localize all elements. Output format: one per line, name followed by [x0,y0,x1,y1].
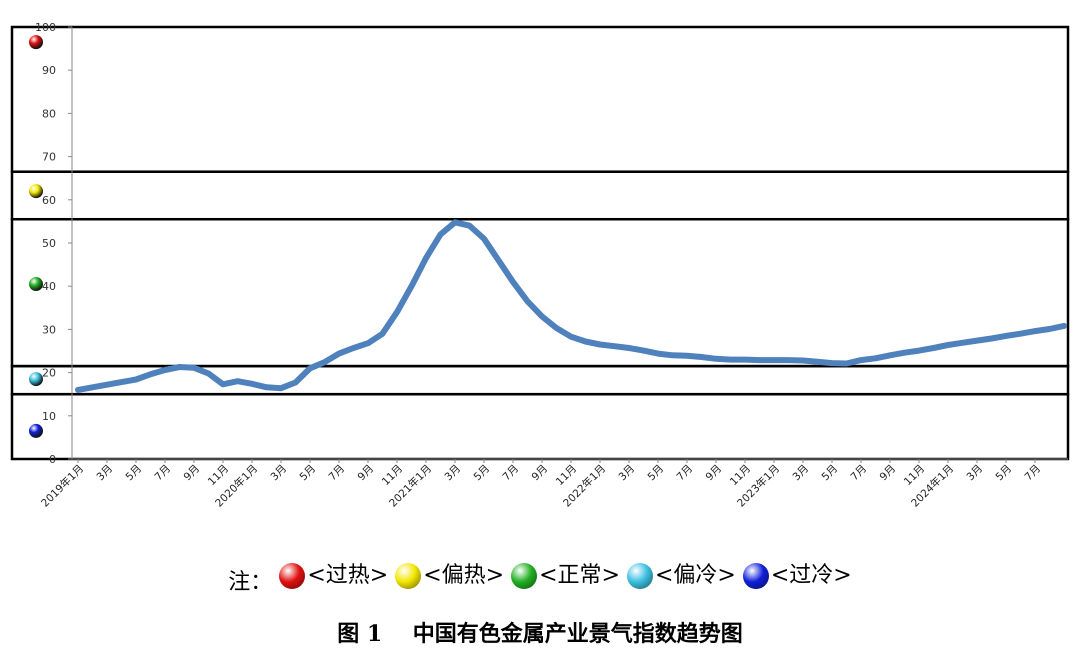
series-line [75,219,1067,393]
x-tick-label: 5月 [819,463,840,484]
x-tick-label: 3月 [964,463,985,484]
y-tick-label: 60 [42,194,56,207]
x-tick-label: 9月 [529,463,550,484]
legend-item-cool: <偏冷> [626,558,736,594]
y-tick-label: 40 [42,280,56,293]
x-tick-label: 2019年1月 [38,462,86,510]
x-tick-label: 3月 [616,463,637,484]
x-tick-label: 3月 [790,463,811,484]
legend-item-normal: <正常> [511,558,620,594]
blue-ball-icon [742,563,769,589]
x-tick-label: 7月 [152,463,173,484]
y-tick-labels: 0 10 20 30 40 50 60 70 80 90 100 [35,21,56,466]
yellow-ball-icon [395,563,422,589]
x-tick-label: 11月 [206,463,231,488]
zone-frame-overheat [10,25,1070,173]
zone-frame-warm [10,170,1070,221]
legend-label: <偏冷> [654,563,736,588]
x-tick-label: 9月 [355,463,376,484]
x-tick-label: 5月 [471,463,492,484]
x-tick-label: 7月 [500,463,521,484]
x-tick-label: 3月 [268,463,289,484]
x-tick-label: 9月 [703,463,724,484]
y-tick-label: 50 [42,237,56,250]
legend-item-overheat: <过热> [279,558,388,594]
x-tick-label: 7月 [848,463,869,484]
legend: 注： <过热> <偏热> <正常> <偏冷> <过冷> [0,558,1080,601]
y-tick-label: 90 [42,64,56,77]
y-axis [68,26,1068,463]
x-tick-label: 11月 [902,463,927,488]
x-tick-label: 7月 [326,463,347,484]
zone-frame-overcool [10,392,1070,461]
legend-label: <偏热> [423,563,505,588]
y-tick-label: 30 [42,323,56,336]
y-tick-label: 100 [35,21,56,34]
zone-marker-ball-icon [29,35,43,50]
x-tick-label: 3月 [94,463,115,484]
zone-frames [10,25,1070,461]
y-tick-label: 80 [42,107,56,120]
zone-markers [29,35,43,438]
figure-title: 中国有色金属产业景气指数趋势图 [412,621,743,647]
x-tick-label: 7月 [674,463,695,484]
legend-label: <过冷> [770,563,852,588]
x-tick-label: 5月 [645,463,666,484]
light-blue-ball-icon [626,563,653,589]
y-tick-label: 10 [42,410,56,423]
legend-item-overcool: <过冷> [742,558,852,594]
x-tick-label: 9月 [181,463,202,484]
x-tick-label: 5月 [297,463,318,484]
legend-label: <正常> [539,563,620,588]
x-tick-label: 11月 [728,463,753,488]
x-tick-label: 9月 [877,463,898,484]
zone-frame-normal [10,217,1070,368]
figure-caption: 图 1 中国有色金属产业景气指数趋势图 [0,616,1080,648]
legend-label: <过热> [307,563,389,588]
zone-marker-ball-icon [29,277,43,292]
y-tick-label: 20 [42,367,56,380]
x-tick-label: 11月 [554,463,579,488]
zone-marker-ball-icon [29,423,43,438]
x-tick-label: 11月 [380,463,405,488]
x-tick-label: 3月 [442,463,463,484]
red-ball-icon [279,563,306,589]
y-tick-label: 0 [49,453,56,466]
series-lines [75,219,1067,393]
green-ball-icon [511,563,538,589]
x-tick-label: 5月 [993,463,1014,484]
y-tick-label: 70 [42,151,56,164]
zone-marker-ball-icon [29,372,43,387]
zone-marker-ball-icon [29,184,43,199]
x-tick-label: 5月 [123,463,144,484]
x-tick-label: 7月 [1022,463,1043,484]
legend-prefix: 注： [228,570,273,595]
legend-item-warm: <偏热> [395,558,504,594]
figure-number: 图 1 [337,621,383,647]
